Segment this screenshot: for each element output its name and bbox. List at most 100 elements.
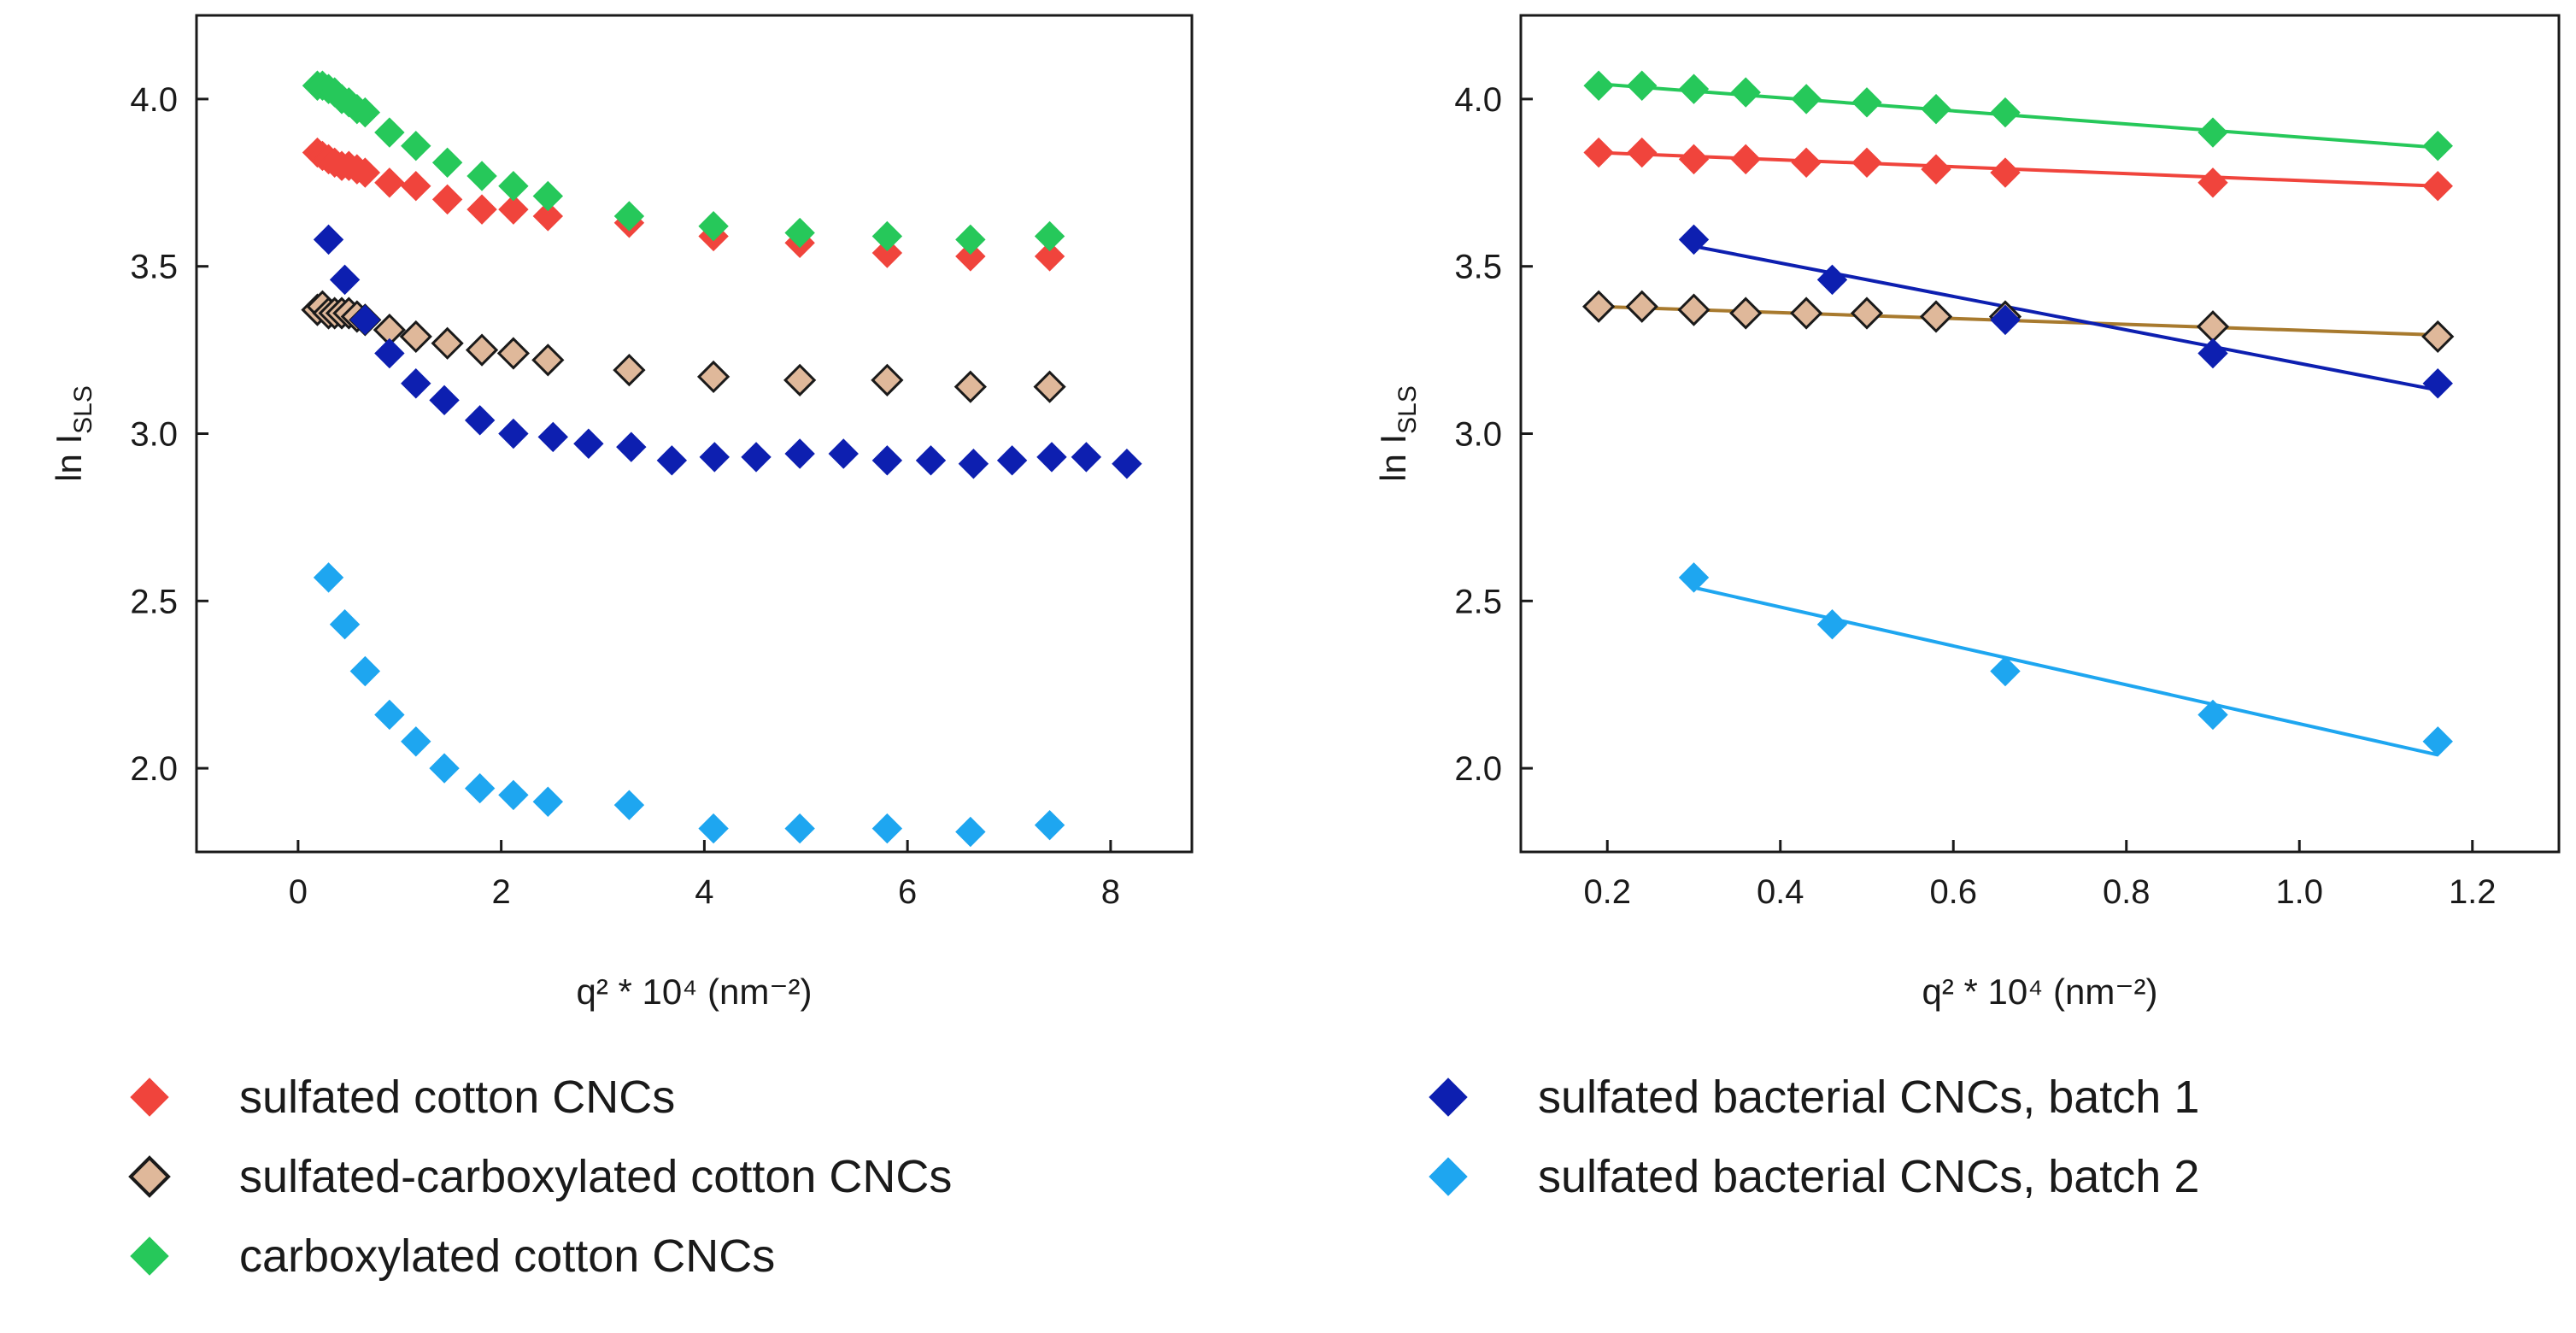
legend-marker-bacterial-batch-1 bbox=[1429, 1078, 1468, 1117]
right-point-sulfated-carboxylated bbox=[1850, 297, 1884, 330]
left-point-sulfated-cotton bbox=[401, 171, 431, 202]
left-point-bacterial-batch-2 bbox=[532, 786, 564, 817]
right-x-tick-label: 1.2 bbox=[2449, 873, 2497, 911]
left-point-bacterial-batch-2 bbox=[349, 655, 381, 687]
left-point-bacterial-batch-1 bbox=[958, 449, 989, 479]
right-point-bacterial-batch-2 bbox=[1678, 562, 1710, 593]
left-point-sulfated-carboxylated bbox=[431, 326, 464, 360]
right-point-sulfated-cotton bbox=[1627, 137, 1658, 168]
left-plot-frame bbox=[195, 14, 1194, 854]
left-point-carboxylated bbox=[955, 224, 986, 255]
right-point-bacterial-batch-1 bbox=[1678, 224, 1710, 255]
left-point-bacterial-batch-1 bbox=[996, 445, 1028, 476]
right-point-bacterial-batch-1 bbox=[2422, 368, 2453, 399]
right-point-bacterial-batch-1 bbox=[2198, 338, 2228, 369]
left-point-bacterial-batch-1 bbox=[349, 304, 381, 336]
left-point-carboxylated bbox=[374, 117, 405, 148]
right-point-sulfated-cotton bbox=[1791, 147, 1822, 179]
right-point-sulfated-cotton bbox=[1583, 137, 1614, 168]
right-y-tick-label: 3.0 bbox=[1454, 416, 1502, 454]
right-point-sulfated-cotton bbox=[1921, 154, 1951, 185]
left-point-bacterial-batch-1 bbox=[915, 445, 947, 476]
left-point-sulfated-cotton bbox=[532, 201, 564, 232]
left-point-sulfated-cotton bbox=[374, 167, 405, 198]
left-y-tick-label: 3.0 bbox=[130, 416, 178, 454]
left-point-bacterial-batch-1 bbox=[537, 421, 568, 453]
left-point-bacterial-batch-1 bbox=[401, 368, 431, 399]
left-point-bacterial-batch-2 bbox=[698, 813, 729, 844]
left-point-bacterial-batch-2 bbox=[784, 813, 815, 844]
left-point-bacterial-batch-1 bbox=[699, 442, 730, 473]
right-point-bacterial-batch-2 bbox=[1816, 609, 1848, 640]
left-point-bacterial-batch-1 bbox=[1036, 442, 1067, 473]
left-point-bacterial-batch-1 bbox=[616, 432, 647, 462]
right-x-tick-label: 0.8 bbox=[2103, 873, 2151, 911]
legend: sulfated cotton CNCs sulfated-carboxylate… bbox=[128, 1072, 2199, 1282]
left-point-bacterial-batch-1 bbox=[573, 428, 604, 459]
right-y-tick-label: 2.0 bbox=[1454, 750, 1502, 788]
right-point-bacterial-batch-2 bbox=[2422, 726, 2453, 757]
right-x-tick-label: 0.4 bbox=[1757, 873, 1804, 911]
left-point-bacterial-batch-2 bbox=[329, 609, 361, 640]
left-point-sulfated-carboxylated bbox=[871, 363, 904, 396]
left-point-bacterial-batch-1 bbox=[329, 264, 361, 296]
left-x-tick-label: 0 bbox=[289, 873, 308, 911]
right-point-bacterial-batch-2 bbox=[1990, 655, 2021, 687]
left-x-tick-label: 6 bbox=[898, 873, 917, 911]
right-point-carboxylated bbox=[1990, 97, 2021, 128]
right-y-tick-label: 4.0 bbox=[1454, 81, 1502, 119]
right-point-sulfated-cotton bbox=[1851, 147, 1882, 179]
right-x-tick-label: 1.0 bbox=[2275, 873, 2323, 911]
left-point-carboxylated bbox=[498, 171, 529, 202]
left-point-carboxylated bbox=[532, 180, 564, 212]
legend-marker-sulfated-cotton bbox=[130, 1078, 169, 1117]
left-point-sulfated-cotton bbox=[498, 194, 529, 225]
left-point-bacterial-batch-2 bbox=[401, 726, 431, 757]
right-point-sulfated-carboxylated bbox=[2421, 320, 2455, 354]
right-y-tick-label: 3.5 bbox=[1454, 249, 1502, 286]
left-chart-panel: 0 2 4 6 8 2.0 2.5 3.0 3.5 4.0 q² * 10⁴ (nm⁻²) ln IS… bbox=[49, 14, 1194, 1012]
right-point-bacterial-batch-2 bbox=[2198, 699, 2228, 731]
right-point-carboxylated bbox=[1921, 93, 1951, 125]
right-point-carboxylated bbox=[1730, 77, 1761, 108]
left-y-tick-label: 4.0 bbox=[130, 81, 178, 119]
right-x-tick-label: 0.6 bbox=[1929, 873, 1977, 911]
left-point-bacterial-batch-1 bbox=[374, 338, 405, 369]
left-point-bacterial-batch-1 bbox=[1112, 449, 1142, 479]
legend-marker-bacterial-batch-2 bbox=[1429, 1157, 1468, 1196]
right-point-sulfated-carboxylated bbox=[2196, 310, 2230, 344]
left-point-bacterial-batch-1 bbox=[741, 442, 772, 473]
left-point-sulfated-cotton bbox=[871, 238, 903, 268]
left-y-tick-label: 3.5 bbox=[130, 249, 178, 286]
left-point-bacterial-batch-1 bbox=[464, 405, 496, 436]
left-y-tick-label: 2.0 bbox=[130, 750, 178, 788]
right-y-tick-label: 2.5 bbox=[1454, 583, 1502, 620]
legend-label-carboxylated: carboxylated cotton CNCs bbox=[239, 1230, 775, 1282]
left-point-sulfated-cotton bbox=[955, 241, 986, 272]
left-point-sulfated-carboxylated bbox=[399, 320, 432, 354]
left-point-carboxylated bbox=[871, 220, 903, 252]
right-point-bacterial-batch-1 bbox=[1816, 264, 1848, 296]
right-point-sulfated-cotton bbox=[2198, 167, 2228, 198]
left-point-carboxylated bbox=[784, 217, 815, 249]
left-y-tick-label: 2.5 bbox=[130, 583, 178, 620]
left-point-bacterial-batch-2 bbox=[871, 813, 903, 844]
right-point-sulfated-carboxylated bbox=[1790, 297, 1823, 330]
right-point-sulfated-carboxylated bbox=[1729, 297, 1763, 330]
left-point-carboxylated bbox=[613, 201, 645, 232]
right-point-sulfated-carboxylated bbox=[1919, 300, 1953, 333]
left-x-tick-label: 4 bbox=[695, 873, 713, 911]
right-point-sulfated-cotton bbox=[1730, 144, 1761, 175]
right-point-carboxylated bbox=[1627, 70, 1658, 101]
right-point-sulfated-carboxylated bbox=[1582, 290, 1616, 323]
left-point-bacterial-batch-2 bbox=[374, 699, 405, 731]
legend-marker-sulfated-carboxylated bbox=[128, 1155, 171, 1198]
left-point-sulfated-cotton bbox=[349, 157, 381, 188]
right-point-carboxylated bbox=[1851, 87, 1882, 118]
left-point-carboxylated bbox=[698, 211, 729, 242]
left-point-carboxylated bbox=[349, 97, 381, 128]
right-point-carboxylated bbox=[1791, 84, 1822, 115]
left-point-sulfated-carboxylated bbox=[783, 363, 817, 396]
right-x-axis-label: q² * 10⁴ (nm⁻²) bbox=[1922, 972, 2158, 1012]
left-point-bacterial-batch-1 bbox=[828, 438, 859, 469]
